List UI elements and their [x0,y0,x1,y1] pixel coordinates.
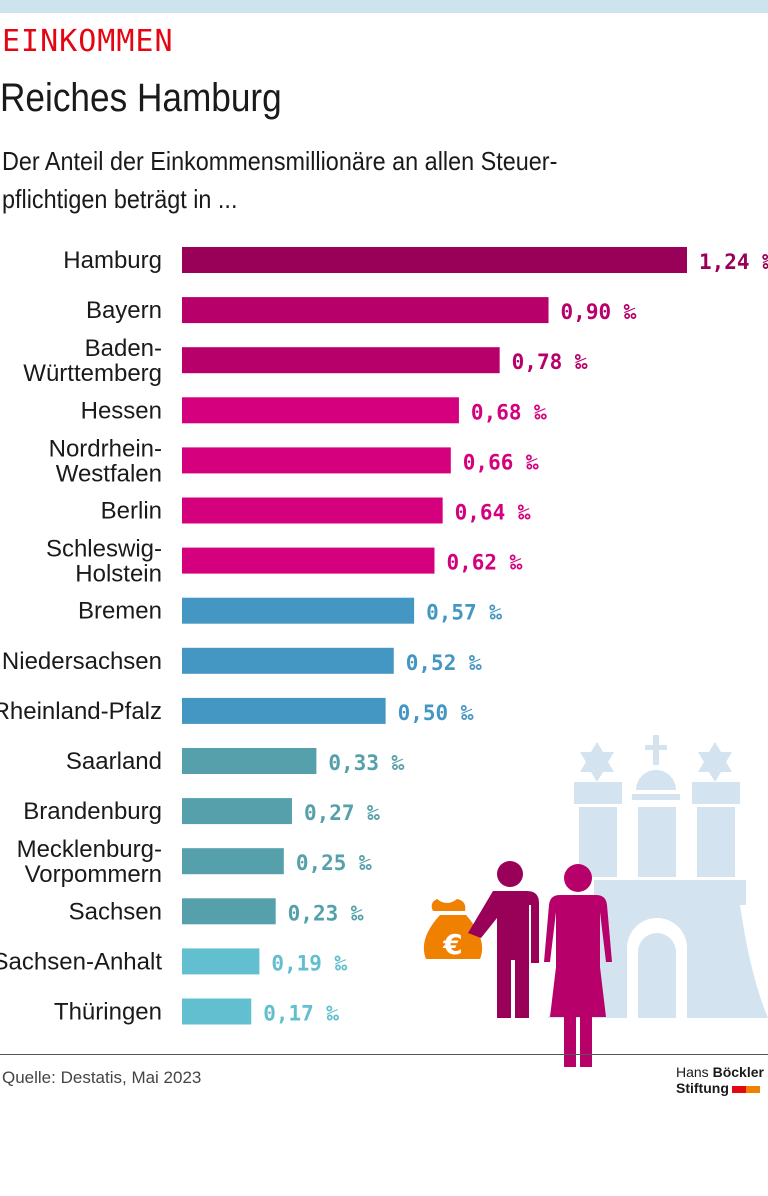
category-label: Baden- [85,335,162,362]
svg-text:€: € [442,928,462,961]
category-label: Sachsen [69,898,162,925]
category-label: Berlin [101,498,162,525]
value-label: 0,90 ‰ [561,300,637,324]
source-note: Quelle: Destatis, Mai 2023 [2,1068,202,1087]
category-label: Brandenburg [23,798,162,825]
value-label: 0,62 ‰ [447,551,523,575]
value-label: 0,57 ‰ [426,601,502,625]
category-label: Thüringen [54,999,162,1026]
divider [0,1054,768,1055]
value-label: 0,64 ‰ [455,501,531,525]
bar [182,247,687,273]
bar [182,798,292,825]
subtitle: Der Anteil der Einkommensmillionäre an a… [2,142,722,218]
bar [182,748,317,774]
category-label: Württemberg [23,360,162,387]
value-label: 1,24 ‰ [699,250,768,274]
man-icon [468,861,539,1018]
bar [182,948,260,975]
bar [182,898,276,925]
bar [182,347,500,374]
woman-icon [544,864,612,1067]
value-label: 0,19 ‰ [271,951,347,975]
category-label: Vorpommern [25,861,162,888]
bar [182,647,394,674]
bar [182,597,415,624]
bar [182,848,284,875]
hans-boeckler-logo: Hans Böckler Stiftung [676,1064,764,1096]
category-label: Holstein [75,561,162,588]
bar [182,447,451,474]
logo-text: Hans [676,1064,713,1080]
category-label: Hamburg [63,247,162,274]
value-label: 0,17 ‰ [263,1002,339,1026]
value-label: 0,23 ‰ [288,901,364,925]
category-label: Westfalen [56,460,162,487]
category-label: Saarland [66,748,162,775]
category-label: Sachsen-Anhalt [0,948,162,975]
category-label: Bremen [78,598,162,625]
value-label: 0,68 ‰ [471,400,547,424]
value-label: 0,66 ‰ [463,450,539,474]
value-label: 0,78 ‰ [512,350,588,374]
category-label: Niedersachsen [2,648,162,675]
bar [182,397,459,424]
category-label: Rheinland-Pfalz [0,698,162,725]
top-bar [0,0,768,13]
money-bag-euro-icon: € [423,899,483,961]
value-label: 0,50 ‰ [398,701,474,725]
category-label: Hessen [81,397,162,424]
category-label: Schleswig- [46,536,162,563]
page-title: Reiches Hamburg [0,76,282,120]
category-label: Mecklenburg- [17,836,162,863]
bar [182,547,435,574]
logo-text-stiftung: Stiftung [676,1080,729,1096]
bar [182,697,386,724]
value-label: 0,33 ‰ [328,751,404,775]
bar [182,497,443,524]
bar [182,297,549,324]
value-label: 0,27 ‰ [304,801,380,825]
subtitle-line-1: Der Anteil der Einkommensmillionäre an a… [2,146,558,176]
logo-text-bold: Böckler [712,1064,764,1080]
value-label: 0,52 ‰ [406,651,482,675]
value-label: 0,25 ‰ [296,851,372,875]
category-label: Bayern [86,297,162,324]
kicker: EINKOMMEN [2,24,174,59]
bar [182,998,252,1025]
category-label: Nordrhein- [49,435,162,462]
subtitle-line-2: pflichtigen beträgt in ... [2,184,238,214]
